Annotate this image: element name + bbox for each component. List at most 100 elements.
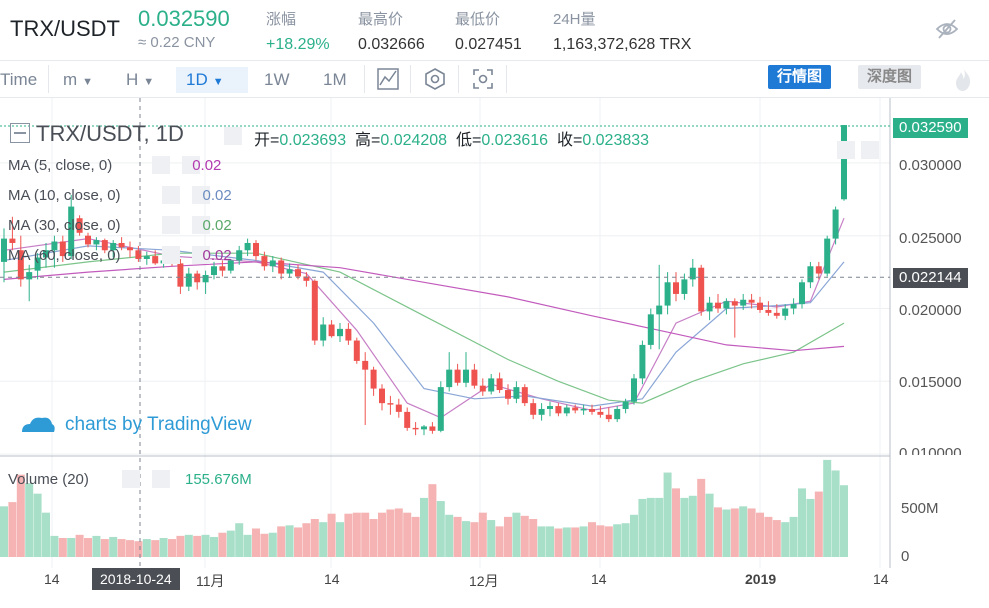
- settings-icon: [162, 186, 180, 204]
- candle-body: [9, 238, 16, 243]
- volume-bar: [25, 483, 34, 557]
- candle-body: [454, 369, 461, 383]
- candle-body: [832, 209, 839, 239]
- candle-up: [807, 261, 814, 289]
- week-interval-button[interactable]: 1W: [264, 67, 290, 93]
- candle-up: [320, 317, 327, 347]
- ma30-value: 0.02: [202, 217, 232, 234]
- candle-body: [202, 275, 209, 283]
- candle-down: [572, 404, 579, 414]
- candle-body: [580, 408, 587, 411]
- candle-down: [127, 241, 133, 258]
- candle-up: [614, 406, 621, 423]
- hour-label: H: [126, 70, 139, 89]
- candle-down: [278, 257, 285, 280]
- high-stat: 最高价 0.032666: [358, 8, 425, 54]
- volume-stat: 24H量 1,163,372,628 TRX: [553, 8, 691, 54]
- volume-bar: [529, 519, 538, 557]
- candle-up: [832, 206, 839, 245]
- candle-up: [43, 242, 49, 268]
- candle-body: [278, 260, 285, 274]
- volume-bars: [0, 459, 848, 557]
- month-interval-button[interactable]: 1M: [323, 67, 347, 93]
- candle-body: [807, 266, 814, 283]
- tradingview-cloud-icon: [22, 417, 55, 432]
- time-tick: 14: [324, 571, 340, 587]
- ma60-label: MA (60, close, 0): [8, 247, 121, 264]
- depth-view-button[interactable]: 深度图: [858, 65, 922, 89]
- candle-body: [597, 411, 604, 415]
- volume-bar: [495, 526, 504, 557]
- candle-up: [421, 424, 427, 436]
- volume-bar: [714, 507, 722, 557]
- candle-down: [370, 366, 377, 396]
- collapse-icon[interactable]: [10, 123, 30, 143]
- volume-bar: [688, 495, 697, 557]
- candle-up: [110, 240, 117, 258]
- screenshot-icon[interactable]: [471, 67, 495, 91]
- candle-down: [555, 403, 562, 417]
- candle-body: [68, 206, 75, 257]
- tradingview-watermark[interactable]: charts by TradingView: [65, 414, 252, 435]
- candle-up: [236, 245, 243, 265]
- volume-bar: [722, 509, 731, 557]
- volume-bar: [100, 539, 109, 557]
- candle-down: [395, 398, 402, 418]
- volume-bar: [613, 524, 622, 557]
- volume-bar: [756, 512, 764, 557]
- candle-down: [412, 422, 419, 436]
- indicator-icon[interactable]: [376, 67, 400, 91]
- candle-body: [824, 238, 831, 274]
- candle-down: [715, 293, 721, 313]
- candle-down: [311, 279, 318, 345]
- candle-body: [261, 256, 268, 267]
- price-tick: 0.010000: [899, 445, 962, 455]
- volume-bar: [336, 522, 344, 557]
- hour-interval-button[interactable]: H ▼: [126, 67, 154, 93]
- candle-up: [68, 194, 75, 259]
- candle-up: [706, 296, 713, 321]
- candle-body: [412, 427, 419, 430]
- volume-bar: [411, 516, 420, 557]
- time-label: Time: [0, 70, 38, 89]
- volume-bar: [814, 491, 823, 557]
- day-interval-button[interactable]: 1D ▼: [176, 67, 248, 93]
- chart-toolbar: Time m ▼ H ▼ 1D ▼ 1W 1M 行情图 深度图: [0, 61, 989, 98]
- volume-bar: [302, 523, 311, 557]
- settings-hex-icon[interactable]: [423, 67, 447, 91]
- candle-body: [841, 125, 847, 200]
- volume-bar: [403, 512, 412, 557]
- price-tick: 0.025000: [899, 230, 962, 247]
- candle-body: [723, 301, 730, 309]
- settings-icon: [224, 127, 242, 145]
- candle-up: [681, 273, 688, 300]
- candle-up: [513, 381, 520, 404]
- minute-interval-button[interactable]: m ▼: [63, 67, 93, 93]
- candle-body: [681, 279, 688, 294]
- candle-body: [706, 302, 713, 312]
- kline-view-button[interactable]: 行情图: [768, 65, 832, 89]
- time-button[interactable]: Time: [0, 67, 37, 93]
- close-icon: [192, 186, 210, 204]
- candle-body: [93, 240, 100, 245]
- candle-body: [311, 280, 318, 341]
- candle-body: [194, 273, 201, 283]
- candle-down: [505, 384, 511, 405]
- candle-body: [253, 242, 259, 257]
- eye-off-icon[interactable]: [934, 16, 960, 42]
- volume-bar: [798, 488, 806, 557]
- volume-bar: [663, 472, 672, 557]
- volume-bar: [596, 525, 605, 557]
- volume-bar: [554, 528, 563, 557]
- volume-bar: [84, 538, 92, 557]
- volume-bar: [470, 522, 479, 557]
- volume-bar: [285, 525, 294, 557]
- candle-down: [101, 238, 108, 254]
- candle-body: [328, 324, 335, 337]
- candle-down: [748, 293, 755, 309]
- price-chart[interactable]: [0, 98, 989, 608]
- candle-up: [563, 404, 570, 417]
- settings-icon: [152, 156, 170, 174]
- candle-body: [614, 408, 621, 420]
- volume-bar: [436, 501, 445, 557]
